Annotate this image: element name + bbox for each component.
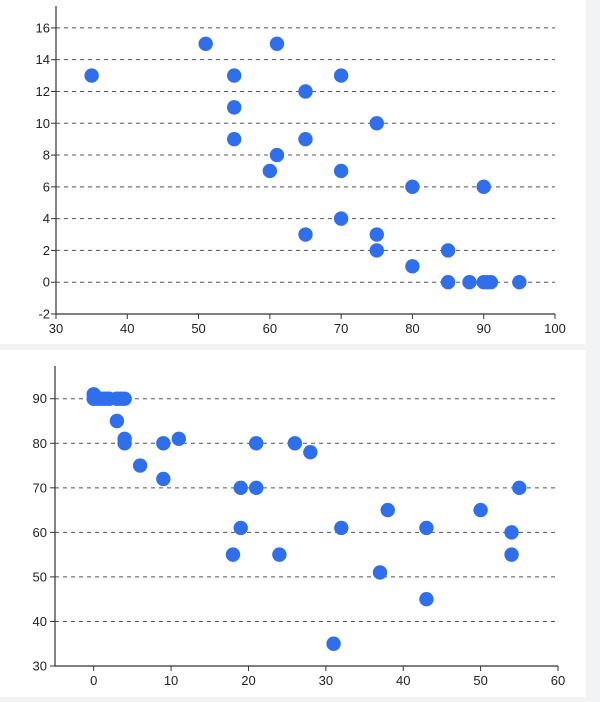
data-point bbox=[512, 275, 527, 290]
y-tick-label: 30 bbox=[33, 659, 47, 674]
data-point bbox=[333, 163, 349, 179]
x-tick-label: 80 bbox=[405, 321, 419, 336]
y-tick-label: 90 bbox=[33, 391, 47, 406]
x-tick-label: 50 bbox=[473, 673, 487, 688]
x-tick-label: 10 bbox=[164, 673, 178, 688]
data-point bbox=[171, 431, 187, 447]
data-point bbox=[380, 502, 395, 518]
x-tick-label: 30 bbox=[49, 321, 63, 336]
data-point bbox=[298, 227, 313, 242]
data-point bbox=[326, 636, 341, 651]
data-point bbox=[419, 591, 434, 607]
y-tick-label: 6 bbox=[43, 179, 50, 194]
data-point bbox=[84, 68, 99, 83]
data-point bbox=[473, 502, 488, 518]
data-point bbox=[419, 520, 434, 536]
data-point bbox=[504, 547, 519, 562]
data-point bbox=[233, 520, 248, 536]
data-point bbox=[117, 436, 132, 451]
data-point bbox=[372, 565, 388, 580]
data-point bbox=[333, 211, 349, 226]
data-point bbox=[333, 68, 349, 83]
data-point bbox=[269, 36, 285, 51]
data-point bbox=[109, 413, 125, 429]
y-tick-label: 16 bbox=[36, 20, 50, 35]
data-point bbox=[227, 131, 242, 147]
data-point bbox=[303, 444, 318, 460]
data-point bbox=[369, 227, 384, 242]
data-point bbox=[287, 436, 303, 451]
data-point bbox=[512, 480, 527, 496]
data-point bbox=[249, 436, 264, 451]
data-point bbox=[227, 68, 242, 83]
y-tick-label: 8 bbox=[43, 148, 50, 163]
top-scatter-chart: -2 0 2 4 6 8 10 12 14 16 30 40 50 60 70 80 90 100 bbox=[36, 6, 566, 336]
data-point bbox=[334, 520, 349, 536]
data-point bbox=[440, 275, 456, 290]
data-point bbox=[405, 259, 420, 274]
data-point bbox=[117, 391, 132, 406]
data-point bbox=[132, 458, 148, 473]
x-tick-label: 30 bbox=[319, 673, 333, 688]
y-tick-label: 10 bbox=[36, 116, 50, 131]
y-tick-label: 0 bbox=[43, 275, 50, 290]
x-tick-label: 60 bbox=[551, 673, 565, 688]
y-tick-label: 70 bbox=[33, 480, 47, 495]
data-point bbox=[298, 131, 313, 147]
x-tick-label: 0 bbox=[90, 673, 97, 688]
x-tick-label: 60 bbox=[263, 321, 277, 336]
x-tick-label: 40 bbox=[120, 321, 134, 336]
y-tick-label: 12 bbox=[36, 84, 50, 99]
data-point bbox=[369, 116, 384, 131]
bottom-scatter-chart: 30 40 50 60 70 80 90 0 10 20 30 40 50 60 bbox=[33, 366, 565, 688]
data-point bbox=[225, 547, 241, 562]
data-point bbox=[249, 480, 264, 496]
y-tick-label: 50 bbox=[33, 569, 47, 584]
x-tick-label: 100 bbox=[544, 321, 566, 336]
data-point bbox=[272, 547, 287, 562]
data-point bbox=[233, 480, 248, 496]
data-point bbox=[440, 243, 456, 258]
data-point bbox=[369, 243, 384, 258]
data-point bbox=[476, 179, 491, 195]
data-point bbox=[227, 100, 242, 115]
data-point bbox=[462, 275, 477, 290]
y-tick-label: 80 bbox=[33, 436, 47, 451]
y-tick-label: 60 bbox=[33, 525, 47, 540]
data-point bbox=[198, 36, 213, 51]
x-tick-label: 20 bbox=[241, 673, 255, 688]
data-point bbox=[405, 179, 420, 195]
x-tick-label: 90 bbox=[476, 321, 490, 336]
y-tick-label: 40 bbox=[33, 614, 47, 629]
x-tick-label: 50 bbox=[191, 321, 205, 336]
data-point bbox=[156, 471, 171, 487]
data-point bbox=[504, 525, 519, 540]
data-point bbox=[262, 163, 278, 179]
data-point bbox=[483, 275, 499, 290]
data-point bbox=[269, 147, 285, 163]
data-point bbox=[156, 436, 171, 451]
y-tick-label: 2 bbox=[43, 243, 50, 258]
y-tick-label: 4 bbox=[43, 211, 50, 226]
data-point bbox=[298, 84, 313, 99]
y-tick-label: -2 bbox=[38, 307, 50, 322]
bottom-chart-panel: 30 40 50 60 70 80 90 0 10 20 30 40 50 60 bbox=[0, 350, 586, 697]
x-tick-label: 40 bbox=[396, 673, 410, 688]
x-tick-label: 70 bbox=[334, 321, 348, 336]
y-tick-label: 14 bbox=[36, 52, 50, 67]
top-chart-panel: -2 0 2 4 6 8 10 12 14 16 30 40 50 60 70 80 90 100 bbox=[0, 0, 586, 344]
